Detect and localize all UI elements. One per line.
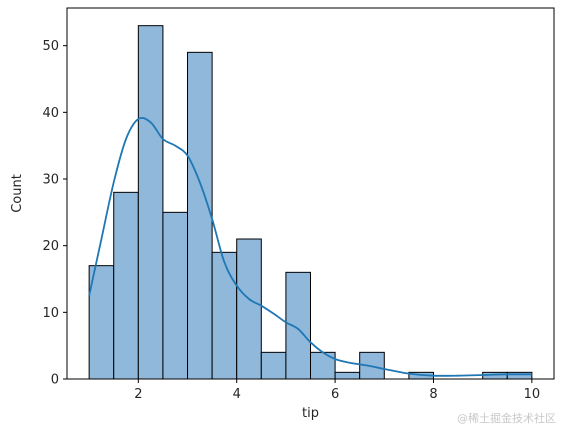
histogram-bar xyxy=(113,191,139,380)
x-axis-label: tip xyxy=(302,406,319,421)
histogram-bar xyxy=(211,251,238,380)
y-tick-label: 50 xyxy=(42,39,59,54)
histogram-bar xyxy=(236,238,262,380)
histogram-bar xyxy=(310,351,336,380)
x-tick-label: 10 xyxy=(524,387,541,402)
histogram-bar xyxy=(506,371,533,380)
histogram-bar xyxy=(137,25,164,380)
histogram-bars xyxy=(88,25,533,380)
histogram-bar xyxy=(334,371,361,380)
x-tick-label: 6 xyxy=(331,387,339,402)
y-axis-label: Count xyxy=(10,174,25,213)
watermark: @稀土掘金技术社区 xyxy=(457,412,556,425)
kde-curve xyxy=(88,116,532,377)
histogram-bar xyxy=(187,51,213,380)
x-tick-label: 2 xyxy=(134,387,142,402)
y-tick-label: 40 xyxy=(42,106,59,121)
plot-frame xyxy=(66,7,555,380)
histogram-bar xyxy=(260,351,287,380)
histogram-bar xyxy=(285,271,312,380)
y-tick-label: 30 xyxy=(42,173,59,188)
histogram-bar xyxy=(162,211,189,380)
histogram-bar xyxy=(88,265,115,380)
x-axis-ticks: 2 4 6 8 10 xyxy=(134,379,540,402)
y-tick-label: 0 xyxy=(51,373,59,388)
y-axis-ticks: 0 10 20 30 40 50 xyxy=(42,39,67,388)
x-tick-label: 4 xyxy=(233,387,241,402)
y-tick-label: 20 xyxy=(42,239,59,254)
x-tick-label: 8 xyxy=(429,387,437,402)
y-tick-label: 10 xyxy=(42,306,59,321)
